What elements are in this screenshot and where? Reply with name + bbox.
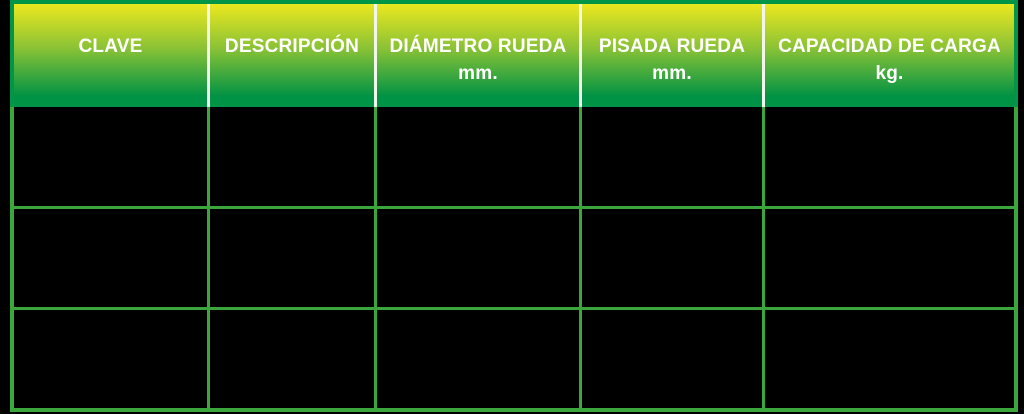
header-cell-diametro-rueda: DIÁMETRO RUEDA mm. [377, 4, 579, 107]
table-cell [765, 209, 1014, 307]
table-cell [377, 310, 579, 408]
header-cell-pisada-rueda: PISADA RUEDA mm. [582, 4, 762, 107]
table-cell [14, 107, 207, 206]
table-cell [765, 310, 1014, 408]
header-title: PISADA RUEDA [598, 36, 746, 57]
header-title: DESCRIPCIÓN [224, 36, 360, 57]
header-unit: mm. [458, 63, 498, 84]
table-cell [377, 209, 579, 307]
header-cell-descripcion: DESCRIPCIÓN [210, 4, 374, 107]
table-cell [14, 310, 207, 408]
table-cell [765, 107, 1014, 206]
table-cell [582, 107, 762, 206]
header-title: DIÁMETRO RUEDA [389, 36, 567, 57]
header-cell-clave: CLAVE [14, 4, 207, 107]
wheel-specs-table: CLAVE DESCRIPCIÓN DIÁMETRO RUEDA mm. PIS… [10, 0, 1018, 412]
table-cell [14, 209, 207, 307]
header-cell-capacidad-carga: CAPACIDAD DE CARGA kg. [765, 4, 1014, 107]
column-separator [374, 4, 377, 107]
table-cell [582, 310, 762, 408]
table-body [10, 107, 1018, 412]
header-unit: mm. [652, 63, 692, 84]
table-cell [210, 107, 374, 206]
header-title: CAPACIDAD DE CARGA [778, 36, 1001, 57]
column-separator [762, 4, 765, 107]
header-unit: kg. [875, 63, 904, 84]
table-cell [210, 209, 374, 307]
table-cell [377, 107, 579, 206]
table-cell [210, 310, 374, 408]
column-separator [207, 4, 210, 107]
table-header: CLAVE DESCRIPCIÓN DIÁMETRO RUEDA mm. PIS… [10, 0, 1018, 107]
column-separator [579, 4, 582, 107]
table-cell [582, 209, 762, 307]
header-title: CLAVE [78, 36, 143, 57]
